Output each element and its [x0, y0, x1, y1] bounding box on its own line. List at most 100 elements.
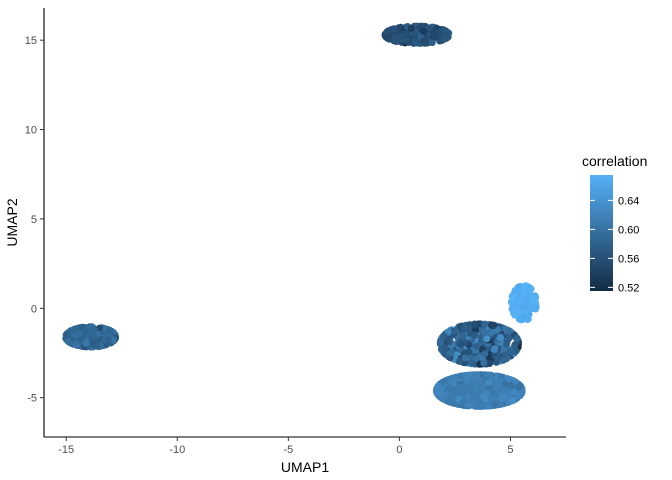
- x-tick-label: -15: [58, 444, 74, 456]
- data-point: [503, 340, 511, 348]
- x-tick-label: 5: [507, 444, 513, 456]
- data-point: [74, 330, 82, 338]
- data-point: [513, 334, 521, 343]
- data-point: [396, 33, 404, 41]
- data-point: [483, 335, 491, 343]
- data-point: [521, 282, 529, 290]
- data-point: [425, 24, 433, 32]
- data-point: [449, 390, 457, 398]
- data-point: [498, 395, 506, 403]
- data-point: [385, 27, 393, 35]
- data-point: [479, 393, 488, 401]
- x-tick-label: 0: [396, 444, 402, 456]
- data-point: [420, 27, 428, 35]
- data-point: [481, 350, 489, 358]
- data-point: [431, 27, 439, 35]
- data-point: [490, 345, 498, 353]
- data-point: [517, 309, 525, 317]
- y-tick-label: -5: [27, 393, 37, 405]
- data-point: [465, 383, 473, 391]
- data-point: [407, 24, 416, 32]
- data-point: [103, 330, 111, 338]
- data-point: [497, 373, 505, 381]
- data-point: [456, 357, 464, 365]
- data-point: [507, 348, 515, 356]
- y-axis-title: UMAP2: [4, 198, 20, 246]
- data-point: [508, 305, 516, 313]
- data-point: [428, 38, 436, 47]
- data-point: [506, 376, 514, 384]
- legend-tick-label: 0.52: [618, 282, 639, 294]
- data-point: [490, 321, 498, 329]
- data-point: [520, 302, 529, 310]
- data-point: [499, 356, 507, 364]
- data-point: [520, 288, 528, 296]
- data-point: [485, 378, 493, 386]
- data-point: [510, 388, 518, 396]
- data-point: [470, 331, 479, 339]
- data-point: [507, 381, 515, 389]
- data-point: [528, 300, 537, 308]
- legend-title: correlation: [582, 153, 647, 169]
- data-point: [77, 324, 85, 332]
- data-point: [470, 393, 478, 401]
- data-point: [461, 354, 469, 362]
- data-point: [524, 315, 532, 323]
- legend-tick-label: 0.64: [618, 195, 639, 207]
- data-point: [465, 348, 473, 356]
- x-axis-title: UMAP1: [281, 459, 329, 475]
- data-point: [92, 342, 100, 350]
- data-point: [392, 37, 400, 45]
- y-tick-label: 15: [25, 35, 37, 47]
- data-point: [444, 384, 453, 392]
- points-layer: [62, 22, 540, 410]
- data-point: [480, 359, 488, 367]
- data-point: [507, 298, 515, 306]
- data-point: [474, 378, 482, 386]
- data-point: [464, 371, 472, 379]
- data-point: [473, 355, 481, 363]
- data-point: [434, 387, 442, 396]
- data-point: [449, 327, 457, 335]
- data-point: [104, 336, 113, 344]
- data-point: [422, 39, 430, 47]
- data-point: [485, 402, 493, 410]
- data-point: [441, 344, 449, 352]
- data-point: [436, 338, 445, 346]
- data-point: [460, 398, 468, 406]
- data-point: [457, 340, 465, 348]
- data-point: [82, 339, 90, 347]
- data-point: [431, 33, 439, 41]
- data-point: [72, 340, 80, 348]
- data-point: [489, 389, 497, 398]
- data-point: [509, 396, 517, 404]
- data-point: [447, 378, 455, 386]
- y-tick-label: 5: [31, 214, 37, 226]
- legend-tick-label: 0.60: [618, 224, 639, 236]
- data-point: [517, 389, 525, 398]
- x-tick-label: -5: [283, 444, 293, 456]
- x-tick-label: -10: [169, 444, 185, 456]
- data-point: [515, 383, 523, 391]
- data-point: [440, 332, 448, 340]
- data-point: [480, 328, 489, 337]
- data-point: [490, 400, 498, 408]
- data-point: [467, 359, 475, 367]
- data-point: [64, 337, 72, 345]
- data-point: [88, 323, 96, 331]
- data-point: [459, 332, 467, 340]
- data-point: [477, 383, 485, 391]
- data-point: [390, 25, 398, 33]
- data-point: [88, 329, 96, 337]
- data-point: [442, 34, 450, 43]
- legend-colorbar: [590, 175, 613, 291]
- data-point: [501, 380, 509, 388]
- legend-tick-label: 0.56: [618, 253, 639, 265]
- data-point: [472, 342, 481, 350]
- data-point: [500, 387, 508, 395]
- data-point: [446, 349, 454, 357]
- data-point: [481, 320, 489, 328]
- data-point: [518, 316, 526, 324]
- data-point: [478, 402, 486, 410]
